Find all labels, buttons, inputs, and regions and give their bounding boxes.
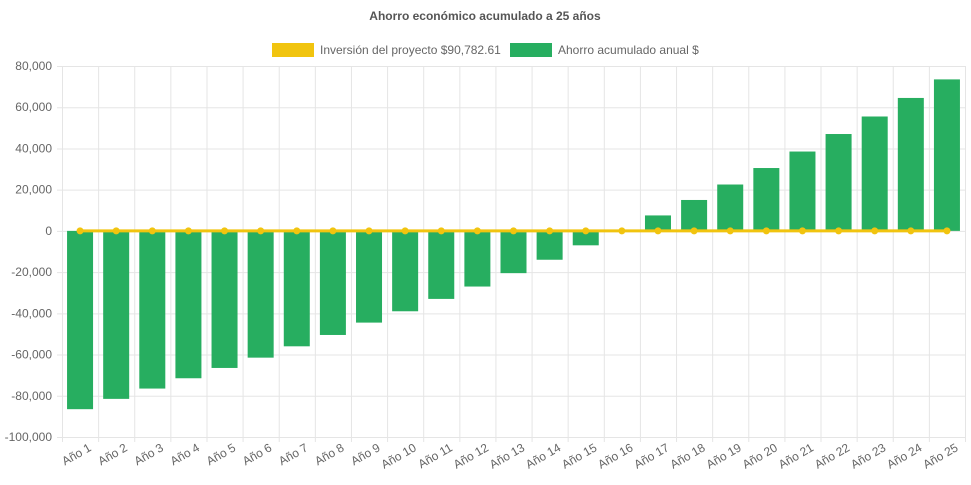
bar-ahorro-1[interactable] xyxy=(67,230,94,410)
y-tick-label: -80,000 xyxy=(11,389,52,403)
x-axis-ticks: Año 1 Año 2 Año 3 Año 4 Año 5 Año 6 Año 7 Año 8… xyxy=(59,440,960,471)
bar-ahorro-6[interactable] xyxy=(247,230,274,358)
x-tick-label: Año 14 xyxy=(523,440,563,471)
x-tick-label: Año 9 xyxy=(348,440,382,468)
x-tick-label: Año 16 xyxy=(595,440,635,471)
bar-ahorro-20[interactable] xyxy=(753,168,780,231)
x-tick-label: Año 18 xyxy=(668,440,708,471)
bar-ahorro-2[interactable] xyxy=(103,230,130,399)
bar-ahorro-11[interactable] xyxy=(428,230,455,299)
line-point-inversion-21[interactable] xyxy=(798,227,806,235)
x-tick-label: Año 10 xyxy=(379,440,419,471)
bar-ahorro-3[interactable] xyxy=(139,230,166,389)
x-tick-label: Año 7 xyxy=(276,440,310,468)
x-tick-label: Año 5 xyxy=(204,440,238,468)
line-point-inversion-22[interactable] xyxy=(835,227,843,235)
legend: Inversión del proyecto $90,782.61 Ahorro… xyxy=(272,43,699,57)
x-tick-label: Año 15 xyxy=(559,440,599,471)
line-point-inversion-16[interactable] xyxy=(618,227,626,235)
x-tick-label: Año 19 xyxy=(704,440,744,471)
bar-ahorro-19[interactable] xyxy=(717,184,744,231)
y-tick-label: -40,000 xyxy=(11,306,52,320)
line-point-inversion-1[interactable] xyxy=(76,227,84,235)
line-point-inversion-14[interactable] xyxy=(546,227,554,235)
x-tick-label: Año 11 xyxy=(416,440,455,471)
bar-ahorro-13[interactable] xyxy=(500,230,527,274)
x-tick-label: Año 6 xyxy=(240,440,274,468)
legend-swatch-ahorro xyxy=(510,43,552,57)
line-point-inversion-7[interactable] xyxy=(293,227,301,235)
x-tick-label: Año 25 xyxy=(920,440,960,471)
x-tick-label: Año 12 xyxy=(451,440,491,471)
x-tick-label: Año 1 xyxy=(59,440,93,468)
line-point-inversion-10[interactable] xyxy=(401,227,409,235)
line-point-inversion-18[interactable] xyxy=(690,227,698,235)
line-point-inversion-20[interactable] xyxy=(762,227,770,235)
x-tick-label: Año 3 xyxy=(132,440,166,468)
bar-ahorro-5[interactable] xyxy=(211,230,238,368)
chart-title: Ahorro económico acumulado a 25 años xyxy=(369,9,601,23)
x-tick-label: Año 23 xyxy=(848,440,888,471)
bar-ahorro-15[interactable] xyxy=(572,230,599,246)
bar-ahorro-22[interactable] xyxy=(825,134,852,231)
bar-ahorro-24[interactable] xyxy=(897,97,924,231)
y-tick-label: 60,000 xyxy=(15,100,52,114)
bar-ahorro-25[interactable] xyxy=(933,79,960,231)
line-point-inversion-19[interactable] xyxy=(726,227,734,235)
line-point-inversion-5[interactable] xyxy=(221,227,229,235)
x-tick-label: Año 2 xyxy=(96,440,130,468)
x-tick-label: Año 13 xyxy=(487,440,527,471)
line-point-inversion-12[interactable] xyxy=(473,227,481,235)
bar-ahorro-7[interactable] xyxy=(283,230,310,347)
y-tick-label: 40,000 xyxy=(15,141,52,155)
y-tick-label: -100,000 xyxy=(5,430,53,444)
x-tick-label: Año 20 xyxy=(740,440,780,471)
bar-ahorro-12[interactable] xyxy=(464,230,491,287)
x-tick-label: Año 24 xyxy=(884,440,924,471)
legend-label-ahorro: Ahorro acumulado anual $ xyxy=(558,43,699,57)
line-point-inversion-23[interactable] xyxy=(871,227,879,235)
bar-ahorro-23[interactable] xyxy=(861,116,888,231)
line-point-inversion-8[interactable] xyxy=(329,227,337,235)
y-tick-label: -20,000 xyxy=(11,265,52,279)
bar-ahorro-9[interactable] xyxy=(356,230,383,323)
bar-ahorro-18[interactable] xyxy=(681,199,708,231)
line-point-inversion-2[interactable] xyxy=(112,227,120,235)
bar-ahorro-17[interactable] xyxy=(644,215,671,231)
x-tick-label: Año 8 xyxy=(312,440,346,468)
x-tick-label: Año 21 xyxy=(776,440,816,471)
x-tick-label: Año 22 xyxy=(812,440,852,471)
bar-series xyxy=(67,79,960,410)
bar-ahorro-21[interactable] xyxy=(789,151,816,231)
bar-ahorro-10[interactable] xyxy=(392,230,419,312)
line-series xyxy=(76,227,951,235)
line-point-inversion-11[interactable] xyxy=(437,227,445,235)
y-axis-ticks: 80,000 60,000 40,000 20,000 0 -20,000 -40,000 -… xyxy=(5,59,53,444)
grid xyxy=(57,66,966,442)
line-point-inversion-9[interactable] xyxy=(365,227,373,235)
y-tick-label: 80,000 xyxy=(15,59,52,73)
bar-ahorro-4[interactable] xyxy=(175,230,202,379)
legend-swatch-inversion xyxy=(272,43,314,57)
bar-ahorro-14[interactable] xyxy=(536,230,563,260)
y-tick-label: 20,000 xyxy=(15,183,52,197)
line-point-inversion-17[interactable] xyxy=(654,227,662,235)
line-point-inversion-4[interactable] xyxy=(184,227,192,235)
x-tick-label: Año 17 xyxy=(632,440,672,471)
line-point-inversion-3[interactable] xyxy=(148,227,156,235)
line-point-inversion-24[interactable] xyxy=(907,227,915,235)
legend-item-ahorro[interactable]: Ahorro acumulado anual $ xyxy=(510,43,699,57)
legend-label-inversion: Inversión del proyecto $90,782.61 xyxy=(320,43,501,57)
line-point-inversion-6[interactable] xyxy=(257,227,265,235)
line-point-inversion-13[interactable] xyxy=(510,227,517,235)
bar-ahorro-8[interactable] xyxy=(319,230,346,335)
y-tick-label: -60,000 xyxy=(11,348,52,362)
line-point-inversion-25[interactable] xyxy=(943,227,951,235)
x-tick-label: Año 4 xyxy=(168,440,202,468)
line-point-inversion-15[interactable] xyxy=(582,227,590,235)
y-tick-label: 0 xyxy=(45,224,52,238)
legend-item-inversion[interactable]: Inversión del proyecto $90,782.61 xyxy=(272,43,501,57)
